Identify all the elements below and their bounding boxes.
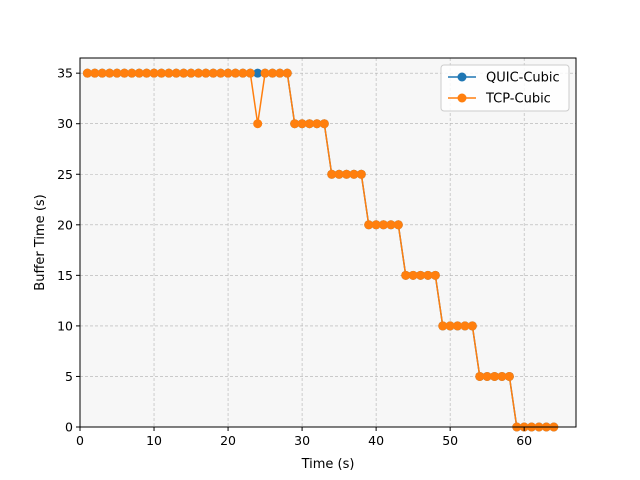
data-point-tcp-cubic — [97, 68, 107, 78]
data-point-tcp-cubic — [423, 270, 433, 280]
data-point-tcp-cubic — [304, 119, 314, 129]
data-point-tcp-cubic — [445, 321, 455, 331]
x-tick-label: 0 — [76, 433, 84, 448]
data-point-tcp-cubic — [201, 68, 211, 78]
data-point-tcp-cubic — [127, 68, 137, 78]
data-point-tcp-cubic — [105, 68, 115, 78]
y-tick-label: 5 — [65, 369, 73, 384]
data-point-tcp-cubic — [90, 68, 100, 78]
data-point-tcp-cubic — [149, 68, 159, 78]
data-point-tcp-cubic — [504, 371, 514, 381]
data-point-quic-cubic — [253, 68, 263, 78]
data-point-tcp-cubic — [393, 220, 403, 230]
data-point-tcp-cubic — [119, 68, 129, 78]
data-point-tcp-cubic — [275, 68, 285, 78]
legend: QUIC-Cubic TCP-Cubic — [440, 64, 570, 112]
ticks-layer: 0 10 20 30 40 50 60 0 5 10 15 20 25 30 35 — [57, 66, 532, 448]
data-point-tcp-cubic — [327, 169, 337, 179]
data-point-tcp-cubic — [171, 68, 181, 78]
data-point-tcp-cubic — [208, 68, 218, 78]
data-point-tcp-cubic — [349, 169, 359, 179]
data-point-tcp-cubic — [416, 270, 426, 280]
x-tick-label: 60 — [516, 433, 532, 448]
plot-frame — [79, 57, 577, 428]
y-tick-label: 30 — [57, 116, 73, 131]
data-point-tcp-cubic — [371, 220, 381, 230]
data-point-tcp-cubic — [134, 68, 144, 78]
data-point-tcp-cubic — [245, 68, 255, 78]
legend-label-quic: QUIC-Cubic — [486, 71, 560, 86]
data-point-tcp-cubic — [334, 169, 344, 179]
x-axis-label: Time (s) — [301, 457, 355, 472]
data-point-tcp-cubic — [260, 68, 270, 78]
data-point-tcp-cubic — [475, 371, 485, 381]
data-point-tcp-cubic — [342, 169, 352, 179]
x-tick-label: 20 — [220, 433, 236, 448]
data-point-tcp-cubic — [482, 371, 492, 381]
y-tick-label: 20 — [57, 217, 73, 232]
data-point-tcp-cubic — [238, 68, 248, 78]
data-point-tcp-cubic — [401, 270, 411, 280]
data-point-tcp-cubic — [438, 321, 448, 331]
data-point-tcp-cubic — [193, 68, 203, 78]
data-point-tcp-cubic — [253, 119, 263, 129]
plot-background — [80, 58, 576, 427]
data-point-tcp-cubic — [364, 220, 374, 230]
data-point-tcp-cubic — [490, 371, 500, 381]
data-point-tcp-cubic — [82, 68, 92, 78]
data-point-tcp-cubic — [379, 220, 389, 230]
y-axis-label: Buffer Time (s) — [33, 194, 48, 290]
data-point-tcp-cubic — [430, 270, 440, 280]
data-point-tcp-cubic — [408, 270, 418, 280]
data-point-tcp-cubic — [216, 68, 226, 78]
data-point-tcp-cubic — [453, 321, 463, 331]
data-point-tcp-cubic — [142, 68, 152, 78]
data-point-tcp-cubic — [312, 119, 322, 129]
data-point-tcp-cubic — [164, 68, 174, 78]
data-point-tcp-cubic — [223, 68, 233, 78]
data-point-tcp-cubic — [290, 119, 300, 129]
y-tick-label: 0 — [65, 420, 73, 435]
data-point-tcp-cubic — [156, 68, 166, 78]
y-tick-label: 25 — [57, 167, 73, 182]
y-tick-label: 10 — [57, 318, 73, 333]
data-point-tcp-cubic — [467, 321, 477, 331]
data-point-tcp-cubic — [386, 220, 396, 230]
data-point-tcp-cubic — [112, 68, 122, 78]
data-point-tcp-cubic — [297, 119, 307, 129]
x-tick-label: 40 — [368, 433, 384, 448]
y-tick-label: 15 — [57, 268, 73, 283]
x-tick-label: 10 — [146, 433, 162, 448]
legend-marker-quic — [457, 72, 467, 82]
x-tick-label: 30 — [294, 433, 310, 448]
data-point-tcp-cubic — [319, 119, 329, 129]
data-point-tcp-cubic — [186, 68, 196, 78]
data-point-tcp-cubic — [282, 68, 292, 78]
legend-label-tcp: TCP-Cubic — [485, 92, 551, 107]
data-point-tcp-cubic — [179, 68, 189, 78]
legend-marker-tcp — [457, 93, 467, 103]
data-point-tcp-cubic — [497, 371, 507, 381]
data-point-tcp-cubic — [267, 68, 277, 78]
y-tick-label: 35 — [57, 66, 73, 81]
data-point-tcp-cubic — [356, 169, 366, 179]
data-point-tcp-cubic — [460, 321, 470, 331]
x-tick-label: 50 — [442, 433, 458, 448]
data-point-tcp-cubic — [230, 68, 240, 78]
